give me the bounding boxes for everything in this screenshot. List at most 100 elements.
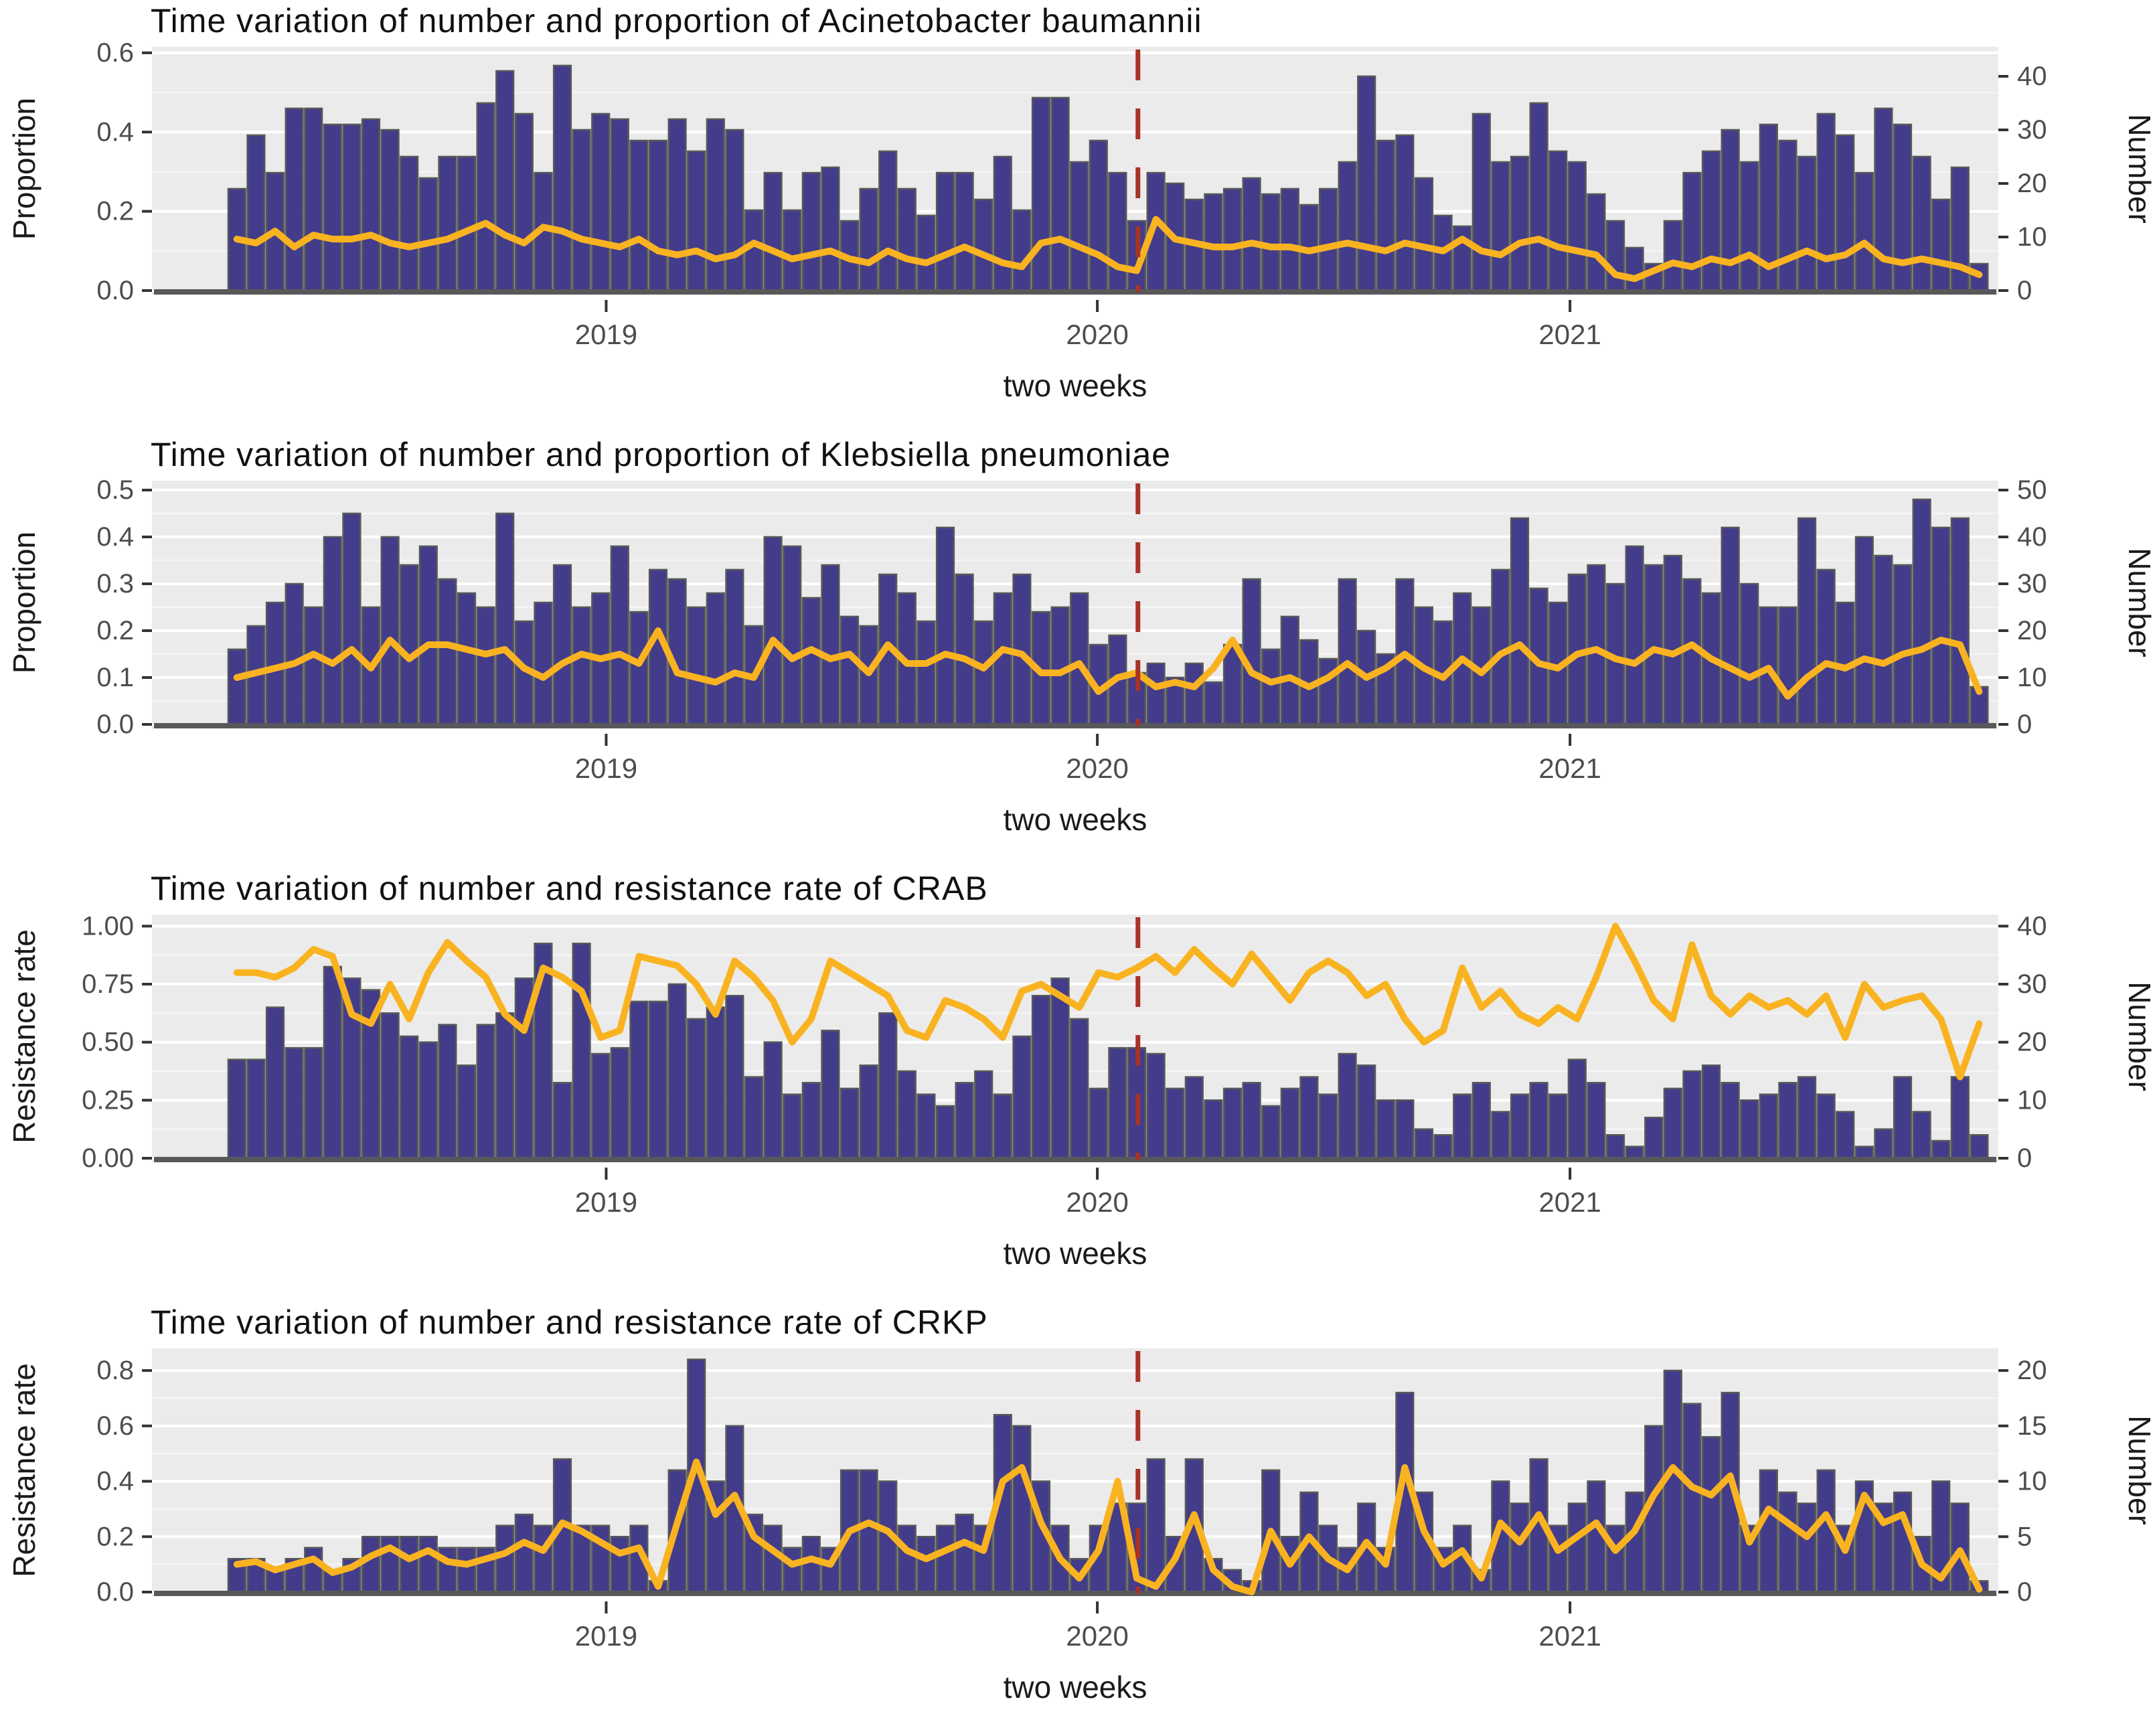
chart-crkp: Time variation of number and resistance … [7, 1304, 2153, 1705]
chart-title: Time variation of number and resistance … [151, 870, 988, 907]
y-right-tick-label: 20 [2017, 169, 2047, 198]
bar [878, 1012, 898, 1160]
bar [1491, 1111, 1510, 1160]
bar [859, 1064, 878, 1160]
bar [1510, 1502, 1530, 1593]
bar [1567, 161, 1587, 292]
bar [1625, 246, 1644, 292]
bar [687, 150, 706, 292]
x-tick-label: 2021 [1538, 753, 1601, 784]
y-right-tick-label: 40 [2017, 62, 2047, 91]
bar [591, 1052, 611, 1160]
bar [993, 1093, 1012, 1160]
bar [955, 573, 974, 726]
right-axis-title: Number [2122, 114, 2153, 224]
bar [304, 1547, 323, 1593]
bar [1931, 198, 1951, 292]
y-right-tick-label: 0 [2017, 1577, 2032, 1607]
bar [1816, 112, 1836, 292]
bar [821, 1030, 840, 1160]
bar [304, 1047, 323, 1160]
bar [648, 1000, 668, 1160]
bar [1663, 554, 1682, 726]
bar [1108, 1047, 1127, 1160]
bar [1682, 1070, 1702, 1160]
y-left-tick-label: 0.75 [82, 969, 134, 999]
x-tick-label: 2019 [575, 753, 637, 784]
bar [265, 1006, 285, 1160]
bar [840, 615, 860, 726]
bar [1376, 1099, 1395, 1160]
bar [1778, 1491, 1798, 1593]
bar [1222, 1087, 1243, 1160]
bar [495, 1524, 515, 1593]
bar [1280, 615, 1299, 726]
bar [1797, 1502, 1817, 1593]
bar [1950, 1076, 1970, 1160]
x-tick-label: 2020 [1066, 1186, 1128, 1218]
bar [552, 1082, 572, 1160]
bar [1778, 139, 1798, 292]
y-left-tick-label: 1.00 [82, 911, 134, 941]
y-right-tick-label: 30 [2017, 969, 2047, 999]
y-right-tick-label: 30 [2017, 569, 2047, 599]
bar [935, 1524, 955, 1593]
y-right-tick-label: 30 [2017, 115, 2047, 145]
x-axis-title: two weeks [1004, 802, 1147, 837]
bar [1491, 568, 1510, 726]
y-right-tick-label: 20 [2017, 1356, 2047, 1385]
y-left-tick-label: 0.6 [96, 38, 134, 68]
y-left-tick-label: 0.4 [96, 1467, 134, 1496]
bar [1625, 1491, 1644, 1593]
bar [610, 1535, 629, 1593]
bar [783, 209, 802, 292]
bar [610, 1047, 629, 1160]
bar [763, 536, 783, 726]
bar [725, 995, 744, 1160]
bar [1854, 171, 1874, 292]
bar [227, 648, 246, 726]
bar [1395, 1099, 1415, 1160]
chart-title: Time variation of number and proportion … [151, 436, 1171, 473]
bar [706, 118, 725, 292]
axis-baseline [154, 723, 1996, 728]
bar [304, 606, 323, 726]
bar [629, 139, 649, 292]
bar [1184, 662, 1204, 726]
bar [246, 134, 266, 292]
y-left-tick-label: 0.2 [96, 1522, 134, 1551]
x-axis-title: two weeks [1004, 1236, 1147, 1271]
bar [1912, 155, 1931, 292]
bar [840, 1087, 860, 1160]
bar [1280, 187, 1299, 292]
y-right-tick-label: 50 [2017, 475, 2047, 505]
right-axis-title: Number [2122, 548, 2153, 657]
bar [667, 983, 687, 1160]
left-axis-title: Resistance rate [7, 929, 42, 1143]
bar [783, 545, 802, 726]
x-tick-label: 2021 [1538, 1186, 1601, 1218]
left-axis-title: Proportion [7, 98, 42, 240]
y-right-tick-label: 10 [2017, 222, 2047, 252]
bar [687, 606, 706, 726]
y-right-tick-label: 0 [2017, 1143, 2032, 1173]
bar [1912, 1111, 1931, 1160]
bar [783, 1093, 802, 1160]
bar [706, 1006, 725, 1160]
bar [1357, 1064, 1376, 1160]
axis-baseline [154, 289, 1996, 295]
bar [1567, 1502, 1587, 1593]
bar [361, 1535, 381, 1593]
x-tick-label: 2021 [1538, 1620, 1601, 1652]
bar [916, 1093, 936, 1160]
bar [974, 198, 993, 292]
bar [1070, 161, 1089, 292]
bar [514, 112, 534, 292]
bar [1299, 1076, 1319, 1160]
bar [265, 601, 285, 726]
bar [725, 568, 744, 726]
bar [418, 1041, 438, 1160]
bar [1338, 161, 1357, 292]
y-right-tick-label: 20 [2017, 1028, 2047, 1057]
bar [1605, 1524, 1625, 1593]
